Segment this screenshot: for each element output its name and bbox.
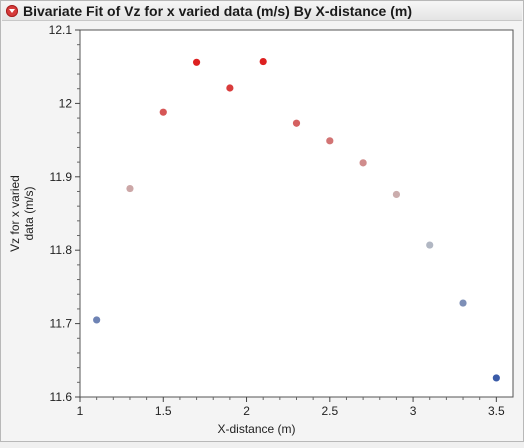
data-point [292, 119, 301, 127]
data-point [93, 316, 101, 324]
data-point [159, 108, 167, 116]
y-axis-label-line: Vz for x varied [8, 175, 22, 252]
y-axis-label: Vz for x varieddata (m/s) [8, 175, 36, 252]
data-point [492, 374, 500, 382]
data-point [426, 241, 434, 249]
scatter-plot: 1 1.5 2 2.5 3 3.5 11.6 11.7 11.8 11.9 12 12.1 X-dist… [8, 23, 514, 436]
y-tick-label: 11.6 [50, 390, 73, 404]
report-title-bar: Bivariate Fit of Vz for x varied data (m… [2, 2, 522, 21]
x-tick-label: 1.5 [155, 404, 172, 418]
x-tick-label: 3.5 [488, 404, 505, 418]
disclosure-triangle-icon[interactable] [6, 5, 18, 17]
x-tick-label: 2.5 [321, 404, 338, 418]
data-point [226, 84, 234, 92]
y-tick-label: 11.8 [50, 243, 73, 257]
y-tick-label: 11.9 [50, 170, 73, 184]
x-tick-label: 3 [410, 404, 417, 418]
data-point [459, 299, 467, 307]
chart-area: 1 1.5 2 2.5 3 3.5 11.6 11.7 11.8 11.9 12 12.1 X-dist… [1, 21, 524, 443]
data-point [326, 137, 334, 145]
report-title: Bivariate Fit of Vz for x varied data (m… [23, 3, 412, 19]
x-tick-label: 2 [243, 404, 250, 418]
x-tick-label: 1 [77, 404, 84, 418]
data-point [259, 57, 267, 66]
x-axis-label: X-distance (m) [217, 422, 295, 436]
plot-frame [79, 29, 514, 398]
y-tick-label: 11.7 [50, 317, 73, 331]
y-axis-label-line: data (m/s) [22, 186, 36, 240]
data-point [359, 159, 367, 167]
data-point [192, 58, 201, 66]
y-tick-label: 12 [59, 96, 73, 110]
y-tick-label: 12.1 [49, 23, 73, 37]
data-point [392, 190, 401, 199]
data-point [126, 184, 134, 193]
